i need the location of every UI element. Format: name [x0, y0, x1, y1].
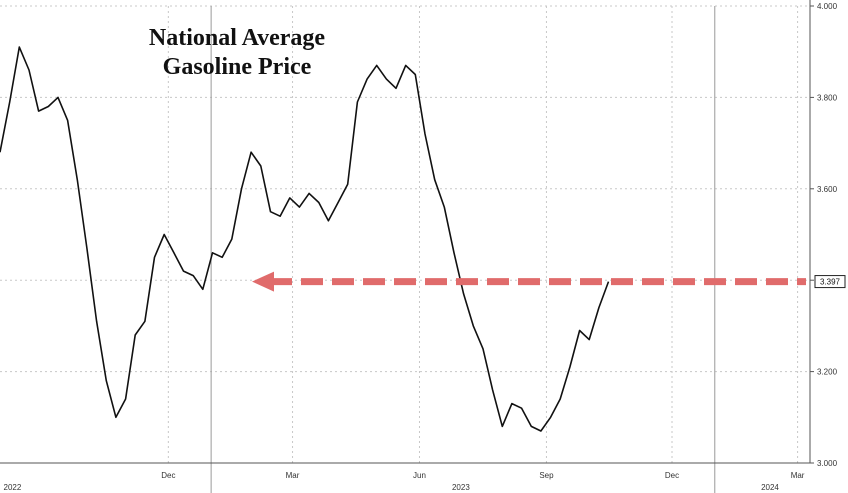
- y-tick-label: 4.000: [817, 2, 838, 11]
- reference-arrow-head: [252, 271, 274, 292]
- y-tick-label: 3.000: [817, 459, 838, 468]
- last-value-text: 3.397: [820, 278, 841, 287]
- x-month-label: Mar: [286, 471, 300, 480]
- x-year-label: 2023: [452, 483, 470, 492]
- x-month-label: Jun: [413, 471, 426, 480]
- gridlines: [0, 5, 810, 493]
- x-month-label: Dec: [665, 471, 679, 480]
- x-month-label: Mar: [791, 471, 805, 480]
- y-tick-label: 3.800: [817, 93, 838, 102]
- y-tick-label: 3.200: [817, 368, 838, 377]
- chart-title-line-1: National Average: [149, 25, 326, 51]
- x-month-label: Sep: [539, 471, 554, 480]
- y-tick-label: 3.600: [817, 185, 838, 194]
- x-year-label: 2022: [4, 483, 22, 492]
- gasoline-price-line: [0, 46, 610, 432]
- reference-arrow: [252, 271, 806, 292]
- last-value-box: [814, 275, 846, 289]
- x-year-label: 2024: [761, 483, 779, 492]
- x-month-label: Dec: [161, 471, 175, 480]
- last-value-label: 3.397: [814, 275, 846, 289]
- chart-title-line-2: Gasoline Price: [163, 54, 312, 80]
